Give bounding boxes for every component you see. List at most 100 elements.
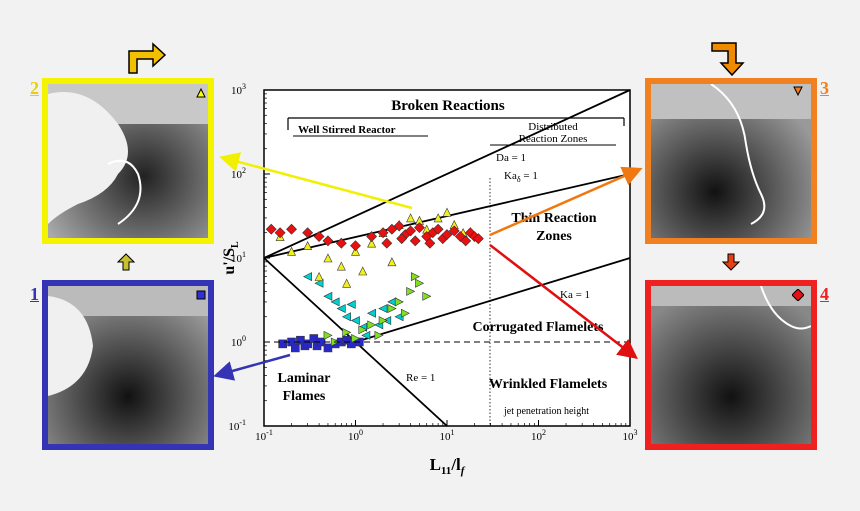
panel-label-4: 4 [820,284,829,304]
data-point-square [323,343,333,353]
region-distributed-2: Reaction Zones [519,133,588,145]
flame-image-panel-3 [645,78,817,244]
data-point-diamond [424,237,436,249]
regime-diagram-chart: 10-1 100 101 102 103 10-1 100 101 102 103 Broken … [221,82,638,477]
arrow-up-icon [117,253,135,271]
y-tick-label: 101 [231,250,246,265]
data-point-triangle-right [323,330,333,340]
data-point-triangle-right [387,304,397,314]
data-point-triangle-up [342,278,352,288]
data-point-diamond [377,227,389,239]
diamond-icon [792,289,804,301]
x-tick-label: 101 [440,428,455,443]
panel-label-3: 3 [820,78,829,98]
label-jet-penetration: jet penetration height [503,406,589,417]
data-point-diamond [405,225,417,237]
data-point-triangle-up [303,241,313,251]
x-axis-label: L11/lf [430,455,466,477]
data-point-triangle-left [346,299,356,309]
flame-image-4 [651,286,811,444]
x-tick-label: 102 [531,428,546,443]
label-ka-delta-1: Kaδ = 1 [504,170,538,184]
data-point-triangle-right [358,325,368,335]
data-point-diamond [313,231,325,242]
y-axis-label: u'/SL [221,241,241,275]
data-point-diamond [350,240,361,252]
y-tick-label: 10-1 [228,418,246,433]
data-point-triangle-left [314,278,324,288]
region-laminar-1: Laminar [278,371,331,386]
data-point-triangle-left [361,330,371,340]
arrow-down-turn-icon [711,42,745,77]
data-point-diamond [448,225,460,237]
panel-label-2: 2 [30,78,39,98]
data-point-diamond [322,235,334,247]
y-tick-label: 103 [231,82,246,97]
data-point-triangle-up [387,257,397,267]
data-point-diamond [472,233,484,245]
y-tick-label: 102 [231,166,246,181]
label-re-1: Re = 1 [406,372,435,384]
label-ka-1: Ka = 1 [560,289,590,301]
data-point-triangle-up [323,253,333,263]
x-tick-label: 100 [348,428,363,443]
data-point-diamond [286,223,297,235]
flame-image-panel-2 [42,78,214,244]
data-point-triangle-right [406,286,416,296]
data-point-diamond [409,235,421,247]
data-point-diamond [414,222,425,234]
data-point-triangle-left [341,312,351,322]
data-point-diamond [393,220,405,232]
data-point-triangle-right [351,334,361,344]
data-point-triangle-right [394,297,404,307]
data-point-triangle-up [358,266,368,276]
data-point-triangle-up [442,207,452,217]
data-point-diamond [432,223,444,235]
label-da-1: Da = 1 [496,152,526,164]
arrow-down-icon [722,253,740,271]
data-point-triangle-right [400,308,410,318]
data-point-diamond [274,227,286,239]
data-point-triangle-right [367,320,377,330]
data-point-triangle-right [378,316,388,326]
flame-image-3 [651,84,811,238]
data-point-diamond [396,233,408,245]
data-point-diamond [302,227,314,239]
flame-image-panel-4 [645,280,817,450]
data-point-square [278,339,287,349]
data-point-square [291,343,300,353]
data-point-triangle-up [367,238,377,248]
panel-label-1: 1 [30,284,39,304]
data-point-triangle-up [287,246,297,256]
region-thin-reaction-1: Thin Reaction [511,211,596,226]
data-point-square [309,334,319,343]
data-point-triangle-left [323,291,333,301]
data-point-diamond [265,223,277,235]
data-point-diamond [381,237,393,249]
data-point-square [303,339,312,349]
region-thin-reaction-2: Zones [536,229,572,244]
data-point-triangle-left [350,316,360,326]
data-point-triangle-right [415,278,425,288]
y-tick-label: 100 [231,334,246,349]
flame-image-panel-1 [42,280,214,450]
data-point-triangle-right [410,272,420,282]
data-point-triangle-up [351,246,360,256]
data-point-triangle-left [302,272,312,282]
data-point-triangle-left [336,304,346,314]
data-point-triangle-left [378,304,388,314]
region-broken-reactions: Broken Reactions [391,98,505,114]
arrow-right-turn-icon [128,42,167,74]
region-well-stirred-reactor: Well Stirred Reactor [298,124,396,136]
data-point-diamond [335,237,347,249]
region-wrinkled-flamelets: Wrinkled Flamelets [489,377,608,392]
data-point-triangle-up [314,271,324,281]
data-point-diamond [460,235,472,247]
x-tick-label: 103 [623,428,638,443]
triangle-down-icon [793,86,803,96]
data-point-triangle-up [433,213,443,223]
data-point-diamond [366,231,378,242]
data-point-triangle-right [422,291,432,301]
data-point-triangle-left [366,308,376,318]
square-icon [196,290,206,300]
